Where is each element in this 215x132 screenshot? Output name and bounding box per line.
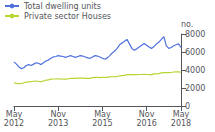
svg-text:2013: 2013 (48, 119, 68, 128)
svg-text:May: May (94, 110, 111, 119)
svg-text:8000: 8000 (185, 30, 205, 39)
svg-text:no.: no. (181, 20, 193, 29)
svg-text:Nov: Nov (50, 110, 66, 119)
svg-text:May: May (6, 110, 23, 119)
svg-text:Total dwelling units: Total dwelling units (23, 2, 101, 11)
svg-text:2016: 2016 (136, 119, 156, 128)
svg-text:0: 0 (185, 101, 191, 111)
svg-text:Private sector Houses: Private sector Houses (24, 12, 111, 21)
svg-text:2012: 2012 (4, 119, 24, 128)
svg-text:6000: 6000 (185, 48, 205, 57)
svg-text:2015: 2015 (92, 119, 112, 128)
svg-text:May: May (173, 110, 190, 119)
svg-text:4000: 4000 (185, 66, 205, 75)
svg-text:Nov: Nov (139, 110, 155, 119)
svg-text:2018: 2018 (171, 119, 191, 128)
svg-text:2000: 2000 (185, 84, 205, 93)
